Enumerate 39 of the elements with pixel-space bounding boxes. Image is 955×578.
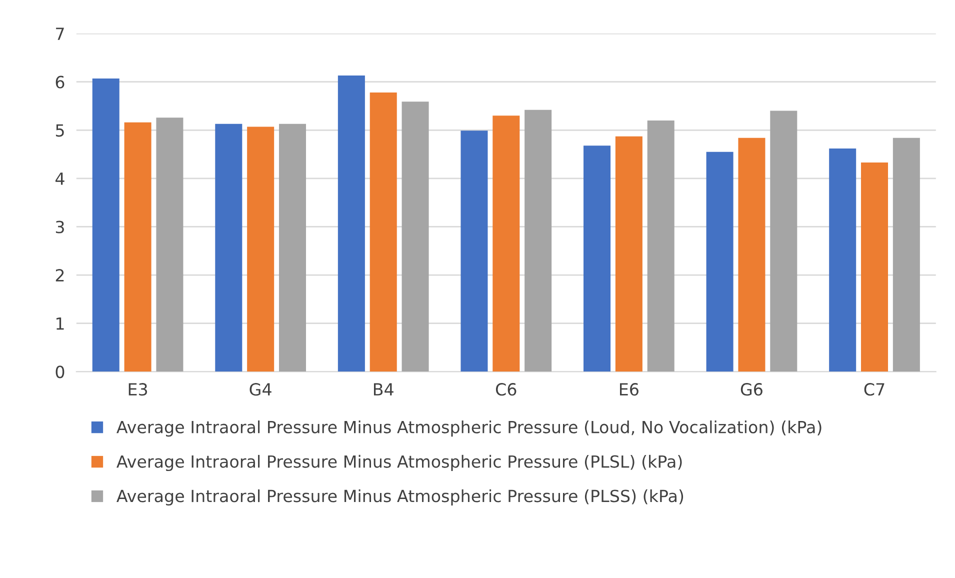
- bar: [156, 118, 184, 372]
- bar: [92, 78, 120, 372]
- bar: [524, 110, 552, 372]
- bar: [647, 120, 674, 372]
- bar: [615, 136, 642, 372]
- y-tick-label: 0: [56, 366, 64, 378]
- bar: [338, 76, 365, 372]
- y-tick-label: 7: [56, 28, 64, 40]
- bar: [460, 130, 488, 372]
- bar: [124, 122, 152, 372]
- bar: [278, 124, 306, 372]
- bar: [706, 152, 734, 372]
- bar: [861, 162, 888, 372]
- y-tick-label: 5: [56, 124, 64, 137]
- y-tick-label: 3: [56, 220, 64, 234]
- x-tick-label: B4: [374, 383, 394, 396]
- bar: [770, 110, 798, 372]
- y-tick-label: 2: [56, 269, 64, 282]
- x-tick-label: G6: [740, 383, 762, 396]
- x-tick-label: C7: [864, 383, 884, 396]
- bar: [492, 116, 520, 372]
- bar: [892, 138, 920, 372]
- y-tick-label: 4: [56, 172, 64, 185]
- legend-label: Average Intraoral Pressure Minus Atmospheric Pressure (PLSS) (kPa): [116, 489, 684, 506]
- x-tick-label: G4: [250, 383, 272, 396]
- bar: [215, 124, 242, 372]
- legend-label: Average Intraoral Pressure Minus Atmospheric Pressure (PLSL) (kPa): [116, 454, 682, 472]
- bar: [584, 146, 611, 372]
- x-tick-label: E6: [620, 383, 638, 396]
- x-tick-label: E3: [128, 383, 148, 396]
- bar: [402, 102, 429, 372]
- y-tick-label: 1: [56, 318, 64, 330]
- x-tick-label: C6: [496, 383, 516, 396]
- y-tick-label: 6: [56, 76, 64, 88]
- bar: [370, 92, 397, 372]
- bar: [738, 138, 766, 372]
- bar: [247, 126, 274, 372]
- bar: [829, 148, 856, 372]
- legend-label: Average Intraoral Pressure Minus Atmospheric Pressure (Loud, No Vocalization) (kPa): [116, 420, 822, 437]
